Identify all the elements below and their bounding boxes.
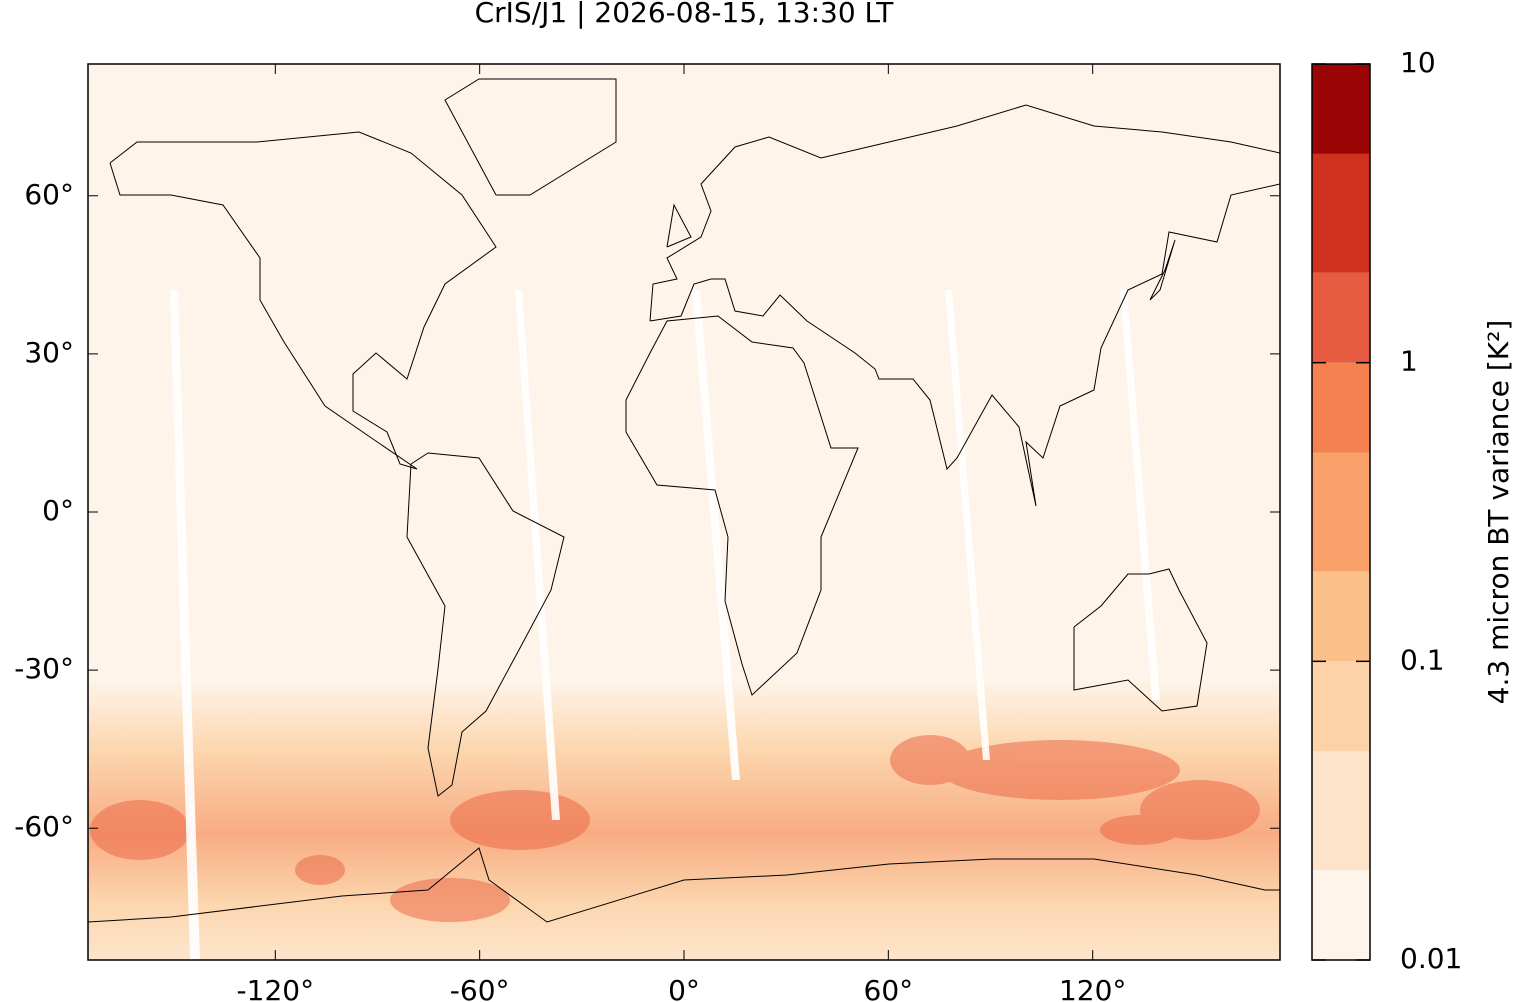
colorbar-band: [1312, 661, 1370, 752]
colorbar-band: [1312, 64, 1370, 154]
colorbar-tick-label: 0.1: [1400, 643, 1445, 676]
y-tick-label: 60°: [24, 178, 74, 211]
colorbar-label: 4.3 micron BT variance [K²]: [1482, 320, 1515, 705]
colorbar-frame: [1311, 63, 1371, 961]
x-tick-label: 120°: [1059, 974, 1126, 1002]
x-tick-label: 0°: [668, 974, 700, 1002]
colorbar-band: [1312, 362, 1370, 453]
y-tick-label: -30°: [14, 652, 74, 685]
y-tick-label: 30°: [24, 336, 74, 369]
map-field: [88, 64, 1280, 960]
colorbar-tick-label: 10: [1400, 46, 1436, 79]
chart-title: CrIS/J1 | 2026-08-15, 13:30 LT: [475, 0, 895, 29]
x-tick-label: -120°: [237, 974, 315, 1002]
x-tick-label: -60°: [450, 974, 510, 1002]
colorbar-band: [1312, 571, 1370, 662]
colorbar-band: [1312, 153, 1370, 273]
colorbar-band: [1312, 870, 1370, 960]
colorbar-tick-label: 0.01: [1400, 942, 1462, 975]
colorbar-band: [1312, 272, 1370, 363]
colorbar-tick-label: 1: [1400, 345, 1418, 378]
colorbar-band: [1312, 452, 1370, 572]
x-tick-label: 60°: [864, 974, 914, 1002]
colorbar-band: [1312, 751, 1370, 871]
y-tick-label: 0°: [42, 494, 74, 527]
y-tick-label: -60°: [14, 810, 74, 843]
